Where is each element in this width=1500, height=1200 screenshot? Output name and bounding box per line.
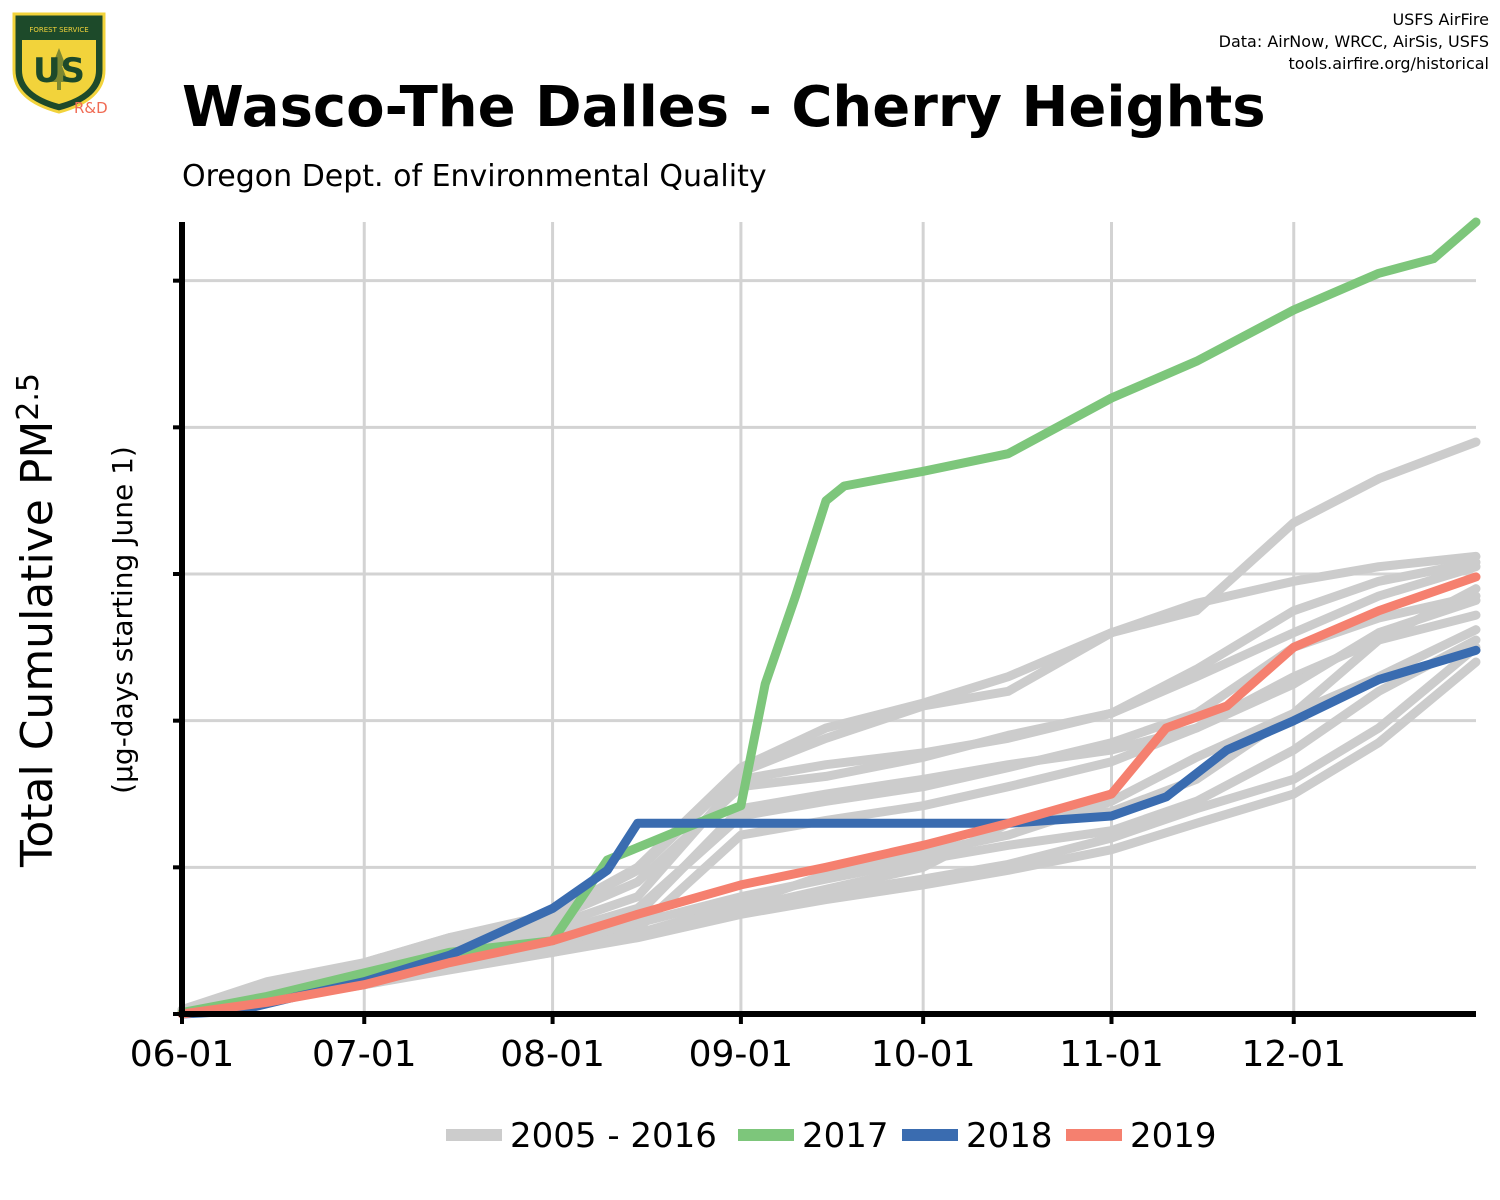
x-ticks: 06-01 07-01 08-01 09-01 10-01 11-01 12-01 — [130, 1014, 1346, 1075]
legend-item: 2019 — [1066, 1116, 1217, 1156]
credit-line-1: USFS AirFire — [1392, 10, 1489, 29]
legend-item: 2018 — [902, 1116, 1053, 1156]
legend-label: 2017 — [802, 1116, 889, 1156]
x-tick-label: 08-01 — [500, 1034, 605, 1075]
historical-series-line — [177, 610, 1481, 1017]
legend-label: 2005 - 2016 — [510, 1116, 717, 1156]
credit-line-3: tools.airfire.org/historical — [1289, 54, 1489, 73]
x-tick-label: 10-01 — [871, 1034, 976, 1075]
legend-item: 2005 - 2016 — [446, 1116, 717, 1156]
y-axis-label-main: Total Cumulative PM — [12, 421, 63, 868]
credits: USFS AirFire Data: AirNow, WRCC, AirSis,… — [1219, 10, 1489, 73]
legend: 2005 - 2016 2017 2018 2019 — [446, 1116, 1217, 1156]
series-line-2019 — [177, 572, 1481, 1019]
credit-line-2: Data: AirNow, WRCC, AirSis, USFS — [1219, 32, 1489, 51]
x-tick-label: 06-01 — [130, 1034, 235, 1075]
x-tick-label: 09-01 — [689, 1034, 794, 1075]
tree-icon — [50, 48, 68, 90]
usfs-logo: FOREST SERVICE US R&D — [12, 12, 108, 117]
x-tick-label: 11-01 — [1059, 1034, 1164, 1075]
logo-badge: R&D — [74, 99, 108, 117]
legend-label: 2018 — [966, 1116, 1053, 1156]
y-axis-label-subscript: 2.5 — [11, 373, 46, 421]
historical-series-line — [177, 562, 1481, 1016]
legend-item: 2017 — [738, 1116, 889, 1156]
y-axis-label: Total Cumulative PM2.5 — [11, 373, 63, 868]
chart-title: Wasco-The Dalles - Cherry Heights — [182, 75, 1266, 140]
x-tick-label: 07-01 — [312, 1034, 417, 1075]
legend-label: 2019 — [1130, 1116, 1217, 1156]
x-tick-label: 12-01 — [1241, 1034, 1346, 1075]
axes — [173, 222, 1476, 1017]
series-layer — [177, 217, 1481, 1019]
chart-subtitle: Oregon Dept. of Environmental Quality — [182, 159, 767, 194]
logo-top-text: FOREST SERVICE — [29, 26, 88, 34]
y-axis-sublabel: (µg-days starting June 1) — [106, 446, 139, 794]
historical-series-line — [177, 437, 1481, 1015]
